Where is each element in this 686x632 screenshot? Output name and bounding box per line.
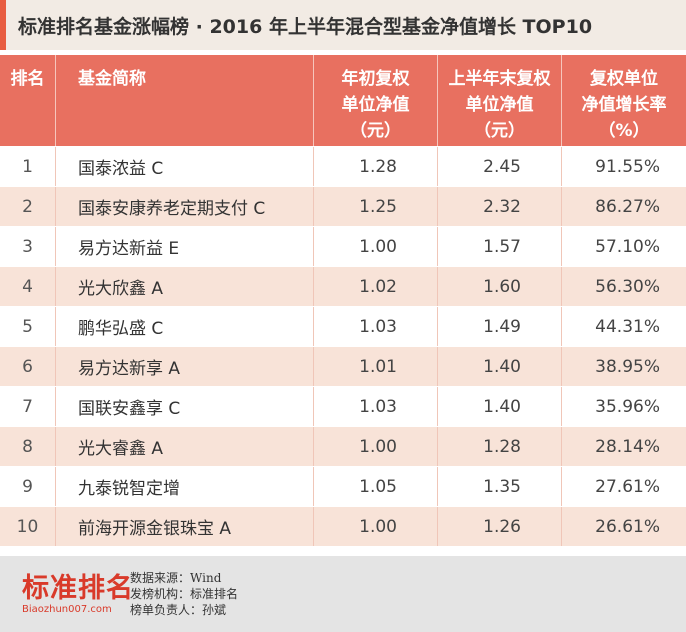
fund-name-cell: 易方达新益 E [56,227,314,266]
fund-name-cell: 光大睿鑫 A [56,427,314,466]
end-nav-cell: 1.40 [438,347,562,386]
growth-cell: 27.61% [595,476,660,497]
fund-name-cell: 国联安鑫享 C [56,387,314,426]
header-name-label: 基金简称 [78,69,146,89]
header-start-nav: 年初复权 单位净值 （元） [314,55,438,146]
brand-logo: 标准排名 Biaozhun007.com [22,574,142,620]
rank-cell: 9 [0,467,56,506]
fund-name-cell: 鹏华弘盛 C [56,307,314,346]
ranking-table: 排名 基金简称 年初复权 单位净值 （元） 上半年末复权 单位净值 （元） [0,55,686,546]
start-nav-cell: 1.01 [314,347,438,386]
header-start-nav-line: 年初复权 [341,69,410,89]
credits: 数据来源：Wind 发榜机构：标准排名 榜单负责人：孙斌 [130,570,238,618]
start-nav-cell: 1.05 [314,467,438,506]
end-nav-cell: 1.35 [438,467,562,506]
start-nav-cell: 1.03 [314,307,438,346]
growth-cell: 91.55% [595,156,660,177]
table-row: 9 九泰锐智定增 1.05 1.35 27.61% [0,466,686,506]
header-end-nav-line: 上半年末复权 [448,69,551,89]
rank-cell: 8 [0,427,56,466]
growth-cell: 56.30% [595,276,660,297]
fund-name-cell: 国泰浓益 C [56,147,314,186]
logo-url: Biaozhun007.com [22,604,112,615]
table-header: 排名 基金简称 年初复权 单位净值 （元） 上半年末复权 单位净值 （元） [0,55,686,146]
end-nav-cell: 1.26 [438,507,562,546]
rank-cell: 1 [0,147,56,186]
logo-wordmark: 标准排名 [22,573,134,604]
header-end-nav-line: 单位净值 [465,95,534,115]
rank-cell: 4 [0,267,56,306]
header-rank: 排名 [0,55,56,146]
header-growth-line: 净值增长率 [581,95,667,115]
header-end-nav-line: （元） [474,121,525,141]
table-row: 7 国联安鑫享 C 1.03 1.40 35.96% [0,386,686,426]
header-end-nav: 上半年末复权 单位净值 （元） [438,55,562,146]
header-start-nav-line: （元） [350,121,401,141]
end-nav-cell: 1.57 [438,227,562,266]
fund-name-cell: 九泰锐智定增 [56,467,314,506]
growth-cell: 86.27% [595,196,660,217]
header-growth-line: 复权单位 [590,69,658,89]
table-row: 1 国泰浓益 C 1.28 2.45 91.55% [0,146,686,186]
table-row: 8 光大睿鑫 A 1.00 1.28 28.14% [0,426,686,466]
start-nav-cell: 1.03 [314,387,438,426]
header-growth-line: （%） [598,121,650,141]
start-nav-cell: 1.00 [314,427,438,466]
header-start-nav-line: 单位净值 [341,95,410,115]
start-nav-cell: 1.28 [314,147,438,186]
start-nav-cell: 1.02 [314,267,438,306]
credit-data-source: 数据来源：Wind [130,571,222,585]
credit-editor: 榜单负责人：孙斌 [130,603,227,617]
page-title: 标准排名基金涨幅榜 · 2016 年上半年混合型基金净值增长 TOP10 [18,15,593,38]
credit-publisher: 发榜机构：标准排名 [130,587,239,601]
fund-name-cell: 前海开源金银珠宝 A [56,507,314,546]
header-growth: 复权单位 净值增长率 （%） [562,55,686,146]
footer: 标准排名 Biaozhun007.com 数据来源：Wind 发榜机构：标准排名… [0,556,686,632]
growth-cell: 35.96% [595,396,660,417]
fund-name-cell: 国泰安康养老定期支付 C [56,187,314,226]
rank-cell: 2 [0,187,56,226]
header-name: 基金简称 [56,55,314,146]
rank-cell: 7 [0,387,56,426]
title-bar: 标准排名基金涨幅榜 · 2016 年上半年混合型基金净值增长 TOP10 [0,0,686,50]
table-row: 3 易方达新益 E 1.00 1.57 57.10% [0,226,686,266]
fund-name-cell: 易方达新享 A [56,347,314,386]
table-row: 5 鹏华弘盛 C 1.03 1.49 44.31% [0,306,686,346]
table-row: 4 光大欣鑫 A 1.02 1.60 56.30% [0,266,686,306]
end-nav-cell: 1.49 [438,307,562,346]
table-row: 10 前海开源金银珠宝 A 1.00 1.26 26.61% [0,506,686,546]
table-row: 6 易方达新享 A 1.01 1.40 38.95% [0,346,686,386]
end-nav-cell: 1.28 [438,427,562,466]
start-nav-cell: 1.25 [314,187,438,226]
fund-name-cell: 光大欣鑫 A [56,267,314,306]
end-nav-cell: 2.45 [438,147,562,186]
start-nav-cell: 1.00 [314,507,438,546]
growth-cell: 38.95% [595,356,660,377]
end-nav-cell: 1.40 [438,387,562,426]
growth-cell: 28.14% [595,436,660,457]
end-nav-cell: 1.60 [438,267,562,306]
header-rank-label: 排名 [10,69,45,89]
rank-cell: 10 [0,507,56,546]
rank-cell: 5 [0,307,56,346]
growth-cell: 44.31% [595,316,660,337]
start-nav-cell: 1.00 [314,227,438,266]
growth-cell: 57.10% [595,236,660,257]
growth-cell: 26.61% [595,516,660,537]
rank-cell: 3 [0,227,56,266]
end-nav-cell: 2.32 [438,187,562,226]
rank-cell: 6 [0,347,56,386]
table-row: 2 国泰安康养老定期支付 C 1.25 2.32 86.27% [0,186,686,226]
